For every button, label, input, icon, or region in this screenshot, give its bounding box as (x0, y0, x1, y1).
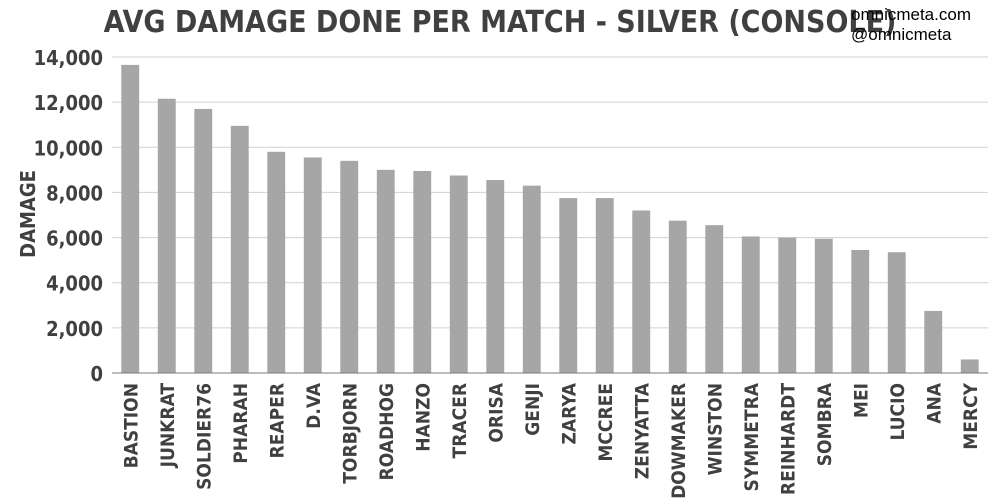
y-tick-label: 8,000 (46, 181, 103, 205)
x-tick-label: WIDOWMAKER (668, 383, 690, 500)
y-tick-label: 4,000 (46, 272, 103, 296)
watermark-site: omnicmeta.com (851, 5, 971, 24)
x-tick-label: REINHARDT (777, 383, 799, 495)
x-tick-label: JUNKRAT (157, 383, 179, 469)
y-tick-label: 12,000 (34, 91, 103, 115)
x-tick-label: BASTION (120, 383, 142, 468)
y-tick-label: 0 (90, 362, 103, 386)
y-axis-label: DAMAGE (16, 170, 40, 258)
bar (230, 125, 249, 373)
x-tick-label: PHARAH (230, 383, 252, 464)
x-tick-label: TRACER (449, 383, 471, 458)
x-tick-label: SOLDIER76 (193, 383, 215, 490)
x-tick-label: MEI (850, 383, 872, 418)
x-tick-label: MERCY (960, 382, 982, 449)
bar (157, 98, 176, 373)
bar (267, 151, 286, 373)
bar (595, 198, 614, 373)
bar (449, 175, 468, 373)
watermark-handle: @omnicmeta (851, 25, 952, 44)
y-tick-label: 10,000 (34, 136, 103, 160)
bar (924, 310, 943, 373)
bar (778, 237, 797, 373)
x-tick-label: HANZO (412, 383, 434, 452)
bar (559, 198, 578, 373)
bar (340, 160, 359, 373)
bars (121, 64, 979, 374)
x-tick-label: LUCIO (887, 383, 909, 441)
x-tick-label: ZENYATTA (631, 382, 653, 479)
gridlines (112, 56, 988, 329)
x-tick-label: SOMBRA (814, 382, 836, 466)
x-tick-label: TORBJORN (339, 383, 361, 484)
bar (705, 225, 724, 373)
y-tick-label: 6,000 (46, 227, 103, 251)
x-tick-label: ROADHOG (376, 383, 398, 480)
x-tick-label: REAPER (266, 383, 288, 458)
y-axis-ticks: 0 2,000 4,000 6,000 8,000 10,000 12,000 14,000 (34, 46, 103, 386)
x-tick-label: WINSTON (704, 383, 726, 475)
x-tick-label: D.VA (303, 382, 325, 429)
x-tick-label: ORISA (485, 382, 507, 442)
bar (887, 252, 906, 373)
bar (303, 157, 322, 373)
x-tick-label: GENJI (522, 383, 544, 436)
bar (632, 210, 651, 373)
x-tick-label: SYMMETRA (741, 382, 763, 491)
y-tick-label: 2,000 (46, 317, 103, 341)
x-tick-label: MCCREE (595, 383, 617, 462)
x-tick-label: ZARYA (558, 382, 580, 444)
bar (121, 64, 140, 374)
x-axis-ticks: BASTION JUNKRAT SOLDIER76 PHARAH REAPER D.VA T… (120, 382, 982, 500)
bar (851, 249, 870, 373)
bar (522, 185, 541, 373)
x-tick-label: ANA (923, 382, 945, 424)
bar (668, 220, 687, 373)
bar (486, 180, 505, 373)
y-tick-label: 14,000 (34, 46, 103, 70)
bar (413, 170, 432, 373)
bar (960, 359, 979, 373)
bar (194, 108, 213, 374)
bar (741, 236, 760, 373)
bar (376, 169, 395, 373)
chart-title: AVG DAMAGE DONE PER MATCH - SILVER (CONS… (104, 5, 897, 40)
bar (814, 238, 833, 373)
